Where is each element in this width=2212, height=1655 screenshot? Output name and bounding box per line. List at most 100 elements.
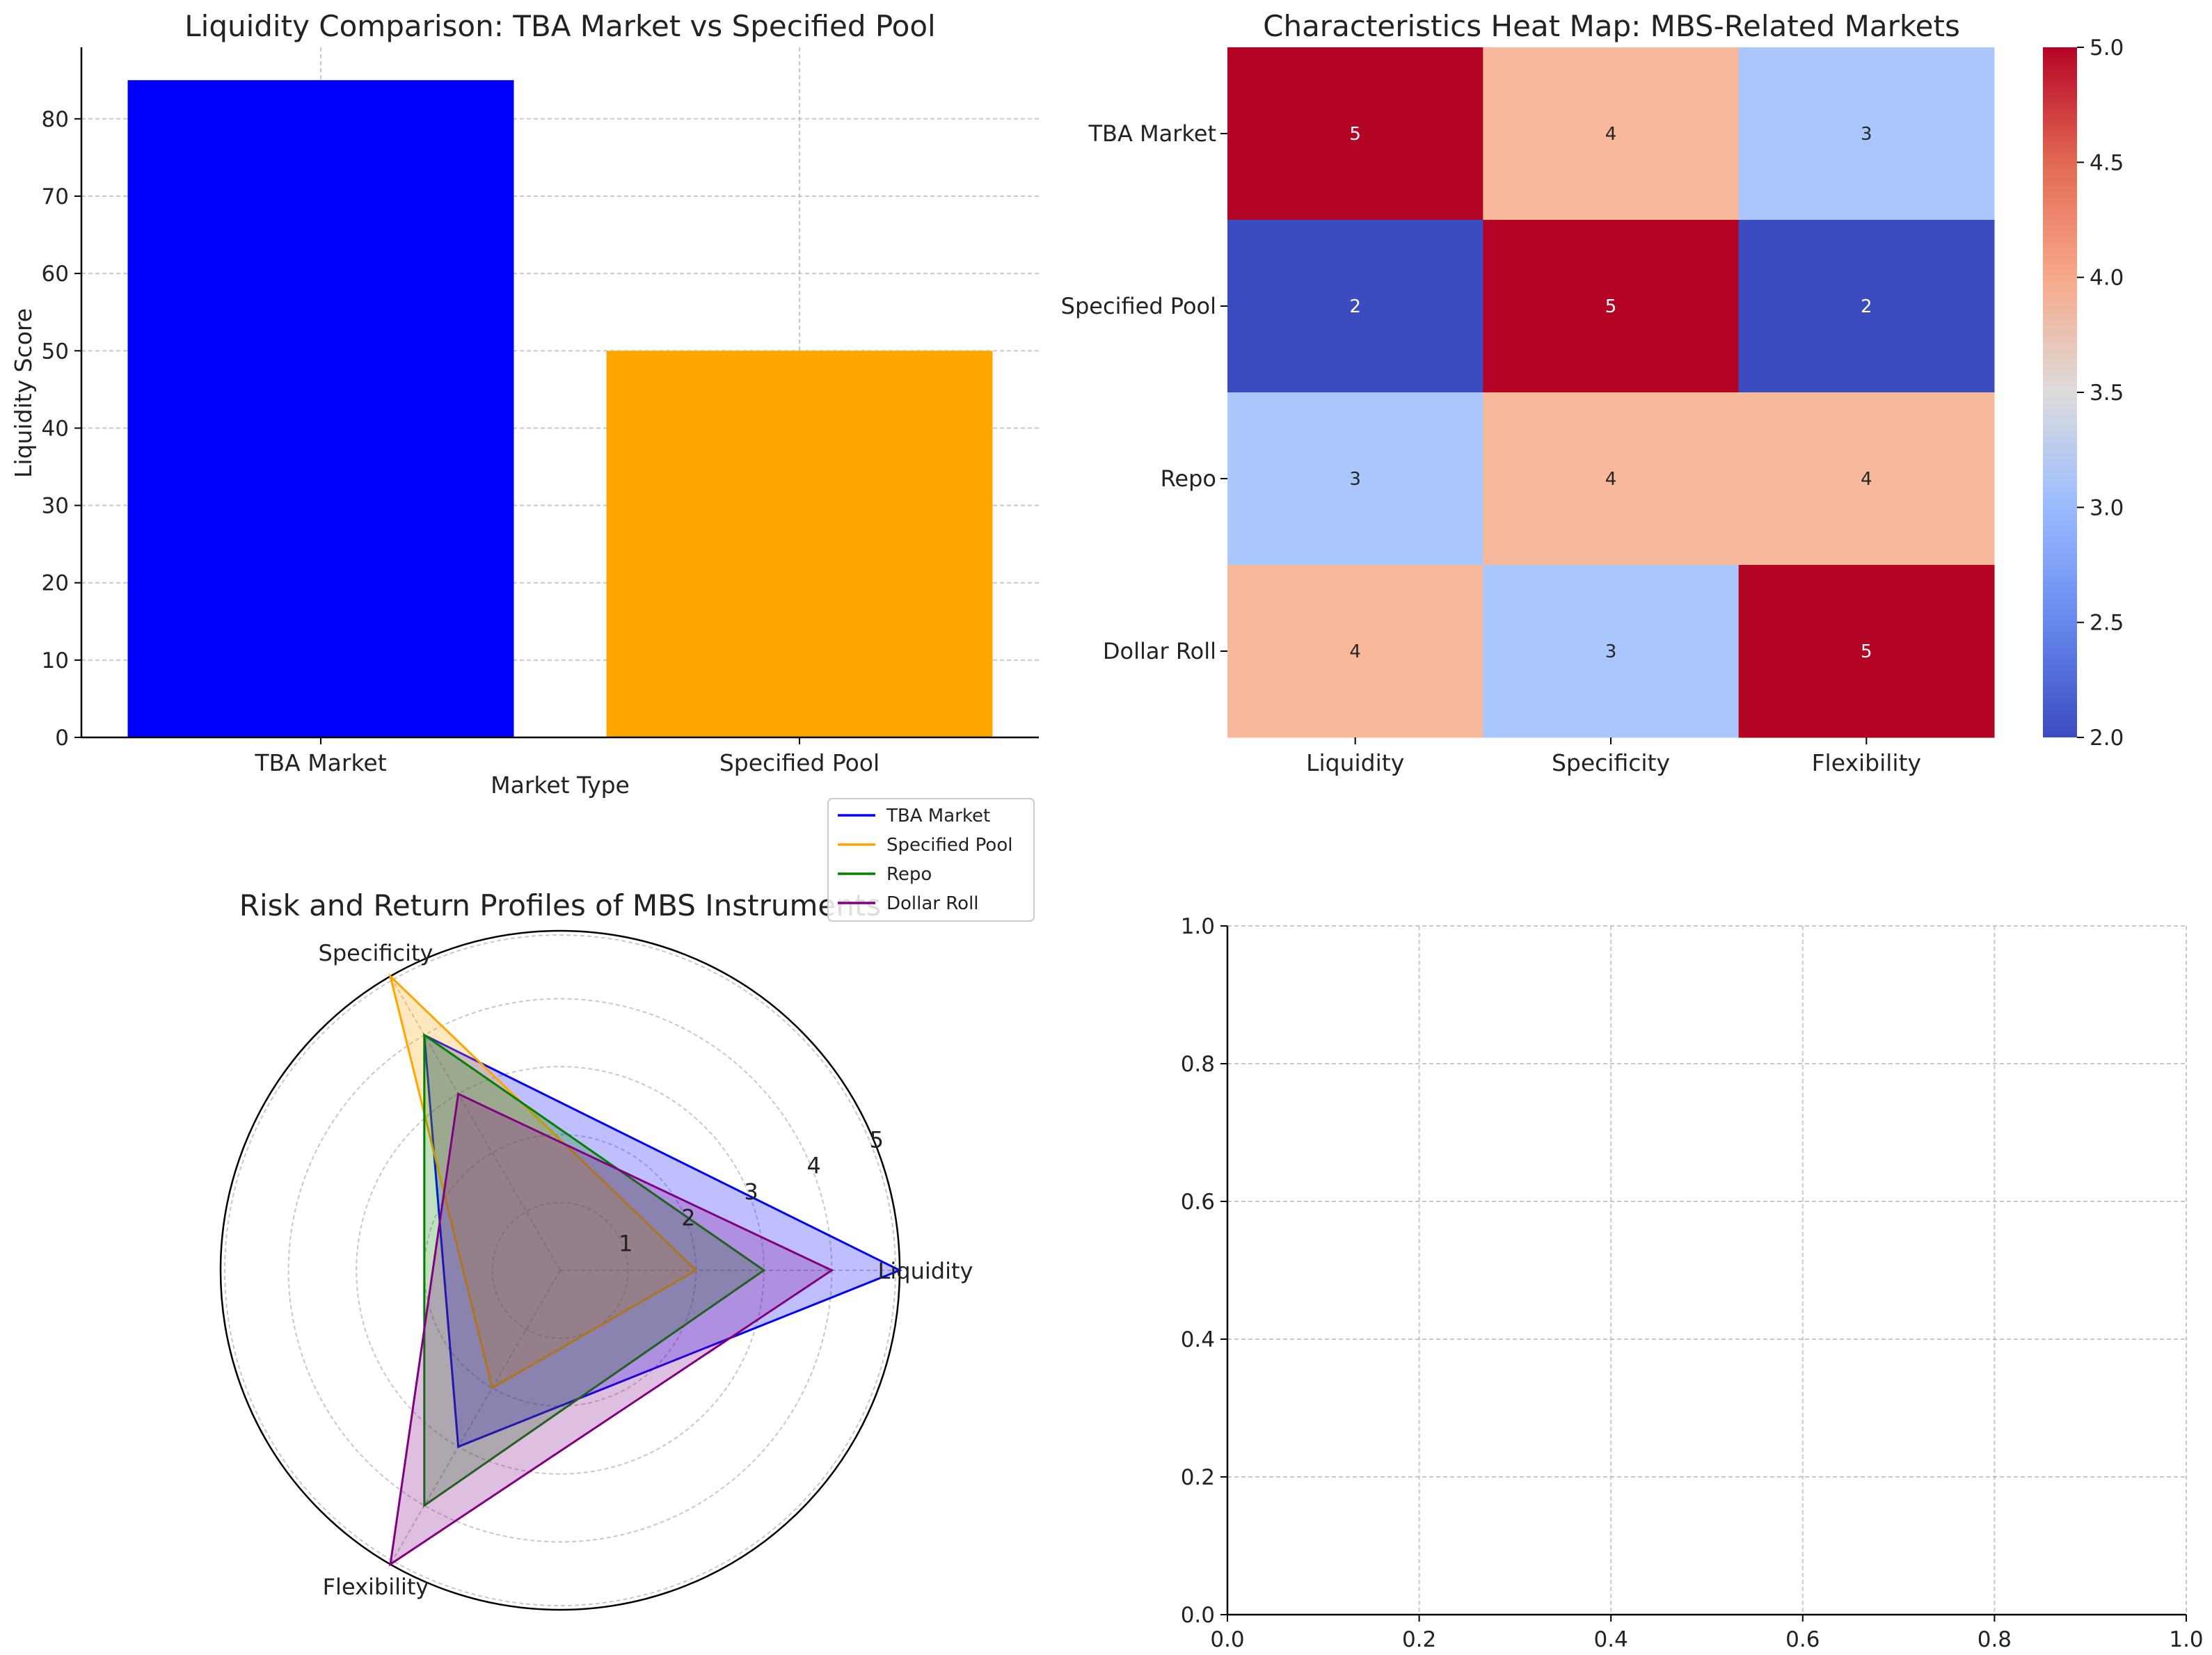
empty-x-tick-label: 0.4	[1594, 1627, 1628, 1652]
heatmap-cell-value: 5	[1349, 124, 1361, 145]
heatmap-cell-value: 4	[1861, 469, 1872, 490]
empty-y-tick-label: 1.0	[1181, 914, 1215, 939]
radar-series-line-2	[388, 973, 698, 1390]
empty-x-tick-label: 0.0	[1210, 1627, 1244, 1652]
empty-axes-spines	[1226, 926, 2186, 1616]
heatmap-cell-value: 3	[1861, 124, 1872, 145]
empty-axes-grid	[1227, 925, 2187, 1615]
radar-radial-ticks: 1 2 3 4 5	[619, 1126, 884, 1256]
heatmap-cell	[1738, 565, 1995, 738]
colorbar-tick-label: 3.0	[2090, 495, 2124, 520]
bar-y-axis-label: Liquidity Score	[10, 308, 37, 478]
radar-grid-circle	[491, 1201, 629, 1339]
radar-radial-tick-label: 3	[744, 1178, 758, 1205]
colorbar-tick-label: 5.0	[2090, 35, 2124, 61]
radar-series-fill-1	[424, 1034, 900, 1447]
heatmap-cell-value: 4	[1605, 469, 1617, 490]
bar-y-tick-label: 70	[42, 184, 69, 209]
heatmap-cell	[1227, 392, 1483, 566]
heatmap-title: Characteristics Heat Map: MBS-Related Ma…	[1263, 9, 1960, 43]
bar-y-tick-label: 10	[42, 648, 69, 673]
radar-axis-label: Specificity	[319, 940, 433, 966]
bar-axes	[80, 47, 1039, 739]
heatmap-cell-value: 4	[1349, 641, 1361, 662]
radar-series	[388, 973, 902, 1567]
heatmap-cell	[1227, 47, 1483, 221]
bar-y-tick-label: 20	[42, 571, 69, 596]
heatmap-cell	[1483, 220, 1740, 393]
empty-axes-x-ticks: 0.0 0.2 0.4 0.6 0.8 1.0	[1210, 1615, 2204, 1652]
radar-radial-tick-label: 1	[619, 1231, 632, 1257]
radar-spoke	[390, 975, 561, 1271]
radar-spoke	[390, 1270, 561, 1565]
bar-x-axis-label: Market Type	[491, 771, 630, 799]
radar-series-line-3	[423, 1033, 766, 1508]
heatmap-cell-value: 4	[1605, 124, 1617, 145]
radar-series-line-4	[389, 1092, 834, 1567]
bar-bars	[127, 80, 993, 737]
bar-chart-title: Liquidity Comparison: TBA Market vs Spec…	[184, 9, 935, 43]
radar-series-fill-4	[390, 1094, 832, 1565]
heatmap-cell	[1483, 565, 1740, 738]
bar-y-tick-label: 60	[42, 262, 69, 287]
heatmap-cell-value: 3	[1349, 469, 1361, 490]
radar-axis-label: Liquidity	[878, 1258, 973, 1284]
radar-axis-label: Flexibility	[323, 1574, 429, 1600]
empty-y-tick-label: 0.6	[1181, 1190, 1215, 1215]
colorbar-tick-label: 4.0	[2090, 266, 2124, 291]
bar-y-tick-label: 80	[42, 107, 69, 132]
radar-legend-box	[827, 798, 1035, 922]
empty-y-tick-label: 0.4	[1181, 1327, 1215, 1352]
empty-x-tick-label: 0.2	[1402, 1627, 1436, 1652]
heatmap-column-label: Liquidity	[1306, 749, 1404, 776]
empty-axes-y-ticks: 0.0 0.2 0.4 0.6 0.8 1.0	[1181, 914, 1227, 1628]
heatmap-cell-value: 3	[1605, 641, 1617, 662]
radar-series-line-1	[423, 1033, 902, 1448]
empty-x-tick-label: 0.8	[1978, 1627, 2012, 1652]
heatmap-column-label: Specificity	[1552, 749, 1670, 776]
bar-x-ticks: TBA Market Specified Pool	[254, 737, 880, 776]
heatmap-cell	[1227, 220, 1483, 393]
heatmap-cell	[1227, 565, 1483, 738]
radar-legend: TBA Market Specified Pool Repo Dollar Roll	[827, 798, 1035, 922]
heatmap-cell-value: 5	[1861, 641, 1872, 662]
radar-radial-tick-label: 5	[870, 1126, 884, 1153]
radar-series-fill-3	[424, 1034, 764, 1506]
bar-x-tick-label: TBA Market	[254, 749, 386, 776]
radar-radial-tick-label: 2	[681, 1204, 695, 1231]
colorbar-tick-label: 3.5	[2090, 381, 2124, 406]
heatmap-panel: Characteristics Heat Map: MBS-Related Ma…	[1061, 9, 2124, 776]
heatmap-cell	[1738, 392, 1995, 566]
empty-y-tick-label: 0.2	[1181, 1465, 1215, 1490]
empty-axes-panel: 0.0 0.2 0.4 0.6 0.8 1.0 0.0 0.2 0.4 0.6 0.8 1.0	[1181, 914, 2204, 1652]
radar-axis-labels: Liquidity Specificity Flexibility	[319, 940, 973, 1600]
radar-chart-panel: Risk and Return Profiles of MBS Instrume…	[219, 798, 1035, 1611]
radar-legend-label: Dollar Roll	[886, 893, 979, 914]
heatmap-column-labels: Liquidity Specificity Flexibility	[1306, 737, 1921, 776]
empty-y-tick-label: 0.8	[1181, 1052, 1215, 1077]
bar-1	[127, 80, 514, 737]
empty-x-tick-label: 1.0	[2169, 1627, 2203, 1652]
bar-chart-panel: Liquidity Comparison: TBA Market vs Spec…	[10, 9, 1039, 799]
radar-legend-label: TBA Market	[886, 806, 990, 826]
radar-legend-label: Repo	[886, 864, 932, 885]
bar-y-tick-label: 0	[55, 726, 69, 751]
heatmap-colorbar	[2043, 47, 2077, 737]
heatmap-row-label: TBA Market	[1088, 120, 1216, 147]
empty-y-tick-label: 0.0	[1181, 1603, 1215, 1628]
heatmap-cell	[1738, 47, 1995, 221]
radar-chart-title: Risk and Return Profiles of MBS Instrume…	[239, 888, 881, 922]
heatmap-row-labels: TBA Market Specified Pool Repo Dollar Roll	[1061, 120, 1227, 664]
bar-x-tick-label: Specified Pool	[719, 749, 880, 776]
heatmap-cell	[1738, 220, 1995, 393]
heatmap-row-label: Repo	[1161, 465, 1216, 492]
empty-x-tick-label: 0.6	[1785, 1627, 1820, 1652]
heatmap-cell-value: 2	[1349, 296, 1361, 317]
heatmap-cell-value: 5	[1605, 296, 1617, 317]
heatmap-row-label: Specified Pool	[1061, 293, 1216, 319]
heatmap-cell	[1483, 47, 1740, 221]
colorbar-tick-label: 2.5	[2090, 611, 2124, 636]
colorbar-tick-label: 4.5	[2090, 150, 2124, 175]
heatmap-cell	[1483, 392, 1740, 566]
